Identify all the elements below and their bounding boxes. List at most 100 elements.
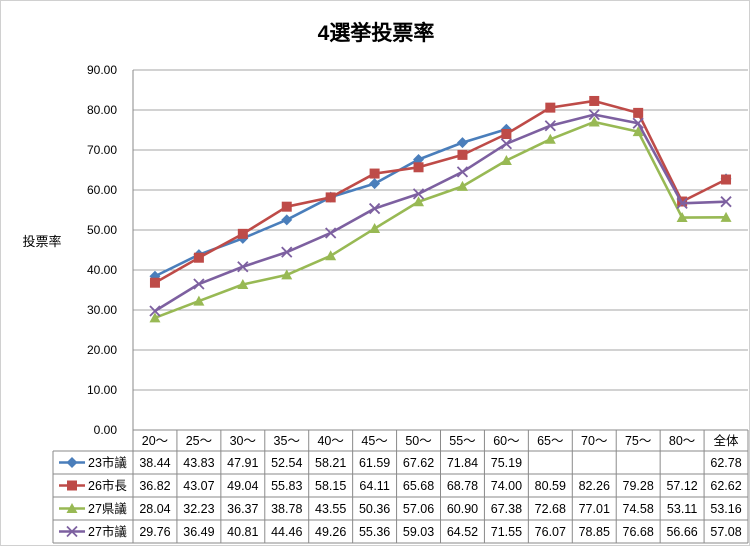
- y-tick-label: 20.00: [87, 343, 117, 357]
- data-point-stroke: [588, 108, 600, 121]
- x-tick-label: 70〜: [581, 434, 607, 448]
- y-tick-label: 80.00: [87, 103, 117, 117]
- data-point-stroke: [237, 261, 249, 273]
- data-point: [149, 312, 161, 323]
- series-line: [154, 99, 727, 284]
- data-point: [456, 137, 468, 149]
- table-cell-value: 57.12: [666, 479, 697, 493]
- data-point-stroke: [193, 278, 205, 290]
- data-point: [545, 102, 556, 113]
- table-cell-value: 67.62: [403, 456, 434, 470]
- table-cell-value: 57.06: [403, 502, 434, 516]
- data-point: [237, 228, 248, 239]
- data-point: [149, 305, 161, 317]
- table-cell-value: 28.04: [139, 502, 170, 516]
- data-point-stroke: [456, 166, 469, 178]
- data-point: [676, 212, 688, 223]
- y-axis-label: 投票率: [22, 234, 61, 249]
- table-cell-value: 44.46: [271, 525, 302, 539]
- table-cell-value: 38.78: [271, 502, 302, 516]
- x-tick-label: 30〜: [230, 434, 256, 448]
- data-point: [588, 116, 600, 127]
- table-cell-value: 29.76: [139, 525, 170, 539]
- data-point: [588, 108, 600, 121]
- table-cell-value: 77.01: [579, 502, 610, 516]
- data-point: [412, 188, 425, 200]
- x-tick-label: 55〜: [449, 434, 475, 448]
- table-cell-value: 36.82: [139, 479, 170, 493]
- y-tick-label: 50.00: [87, 223, 117, 237]
- table-cell-value: 55.36: [359, 525, 390, 539]
- table-cell-value: 36.37: [227, 502, 258, 516]
- table-cell-value: 50.36: [359, 502, 390, 516]
- data-point: [149, 277, 160, 288]
- data-point-stroke: [500, 138, 513, 150]
- x-tick-label: 全体: [714, 433, 740, 448]
- series-3: [149, 116, 732, 323]
- table-cell-value: 78.85: [579, 525, 610, 539]
- y-tick-label: 90.00: [87, 63, 117, 77]
- data-point: [676, 197, 688, 209]
- data-point-stroke: [412, 188, 425, 200]
- data-point: [325, 192, 336, 203]
- y-tick-label: 0.00: [94, 423, 118, 437]
- table-cell-value: 56.66: [666, 525, 697, 539]
- table-cell-value: 53.16: [710, 502, 741, 516]
- table-cell-value: 76.68: [623, 525, 654, 539]
- table-cell-value: 72.68: [535, 502, 566, 516]
- legend-label: 23市議: [88, 455, 127, 470]
- series-lines: [149, 95, 732, 323]
- data-point: [457, 149, 468, 160]
- y-tick-label: 40.00: [87, 263, 117, 277]
- table-cell-value: 74.00: [491, 479, 522, 493]
- series-1: [149, 123, 732, 282]
- x-tick-label: 60〜: [493, 434, 519, 448]
- data-point: [413, 154, 425, 166]
- series-4: [149, 108, 732, 317]
- data-point: [456, 166, 469, 178]
- data-point: [633, 107, 644, 118]
- data-point: [368, 202, 381, 215]
- table-cell-value: 71.84: [447, 456, 478, 470]
- table-cell-value: 38.44: [139, 456, 170, 470]
- y-tick-label: 30.00: [87, 303, 117, 317]
- legend-label: 26市長: [88, 478, 127, 493]
- data-point: [544, 120, 556, 132]
- legend-key-marker: [66, 457, 78, 468]
- table-cell-value: 61.59: [359, 456, 390, 470]
- data-point: [456, 180, 468, 191]
- data-point: [721, 174, 732, 185]
- data-point: [369, 178, 381, 190]
- data-point: [193, 278, 205, 290]
- chart-title: 4選挙投票率: [318, 21, 435, 45]
- table-cell-value: 43.83: [183, 456, 214, 470]
- data-point: [369, 223, 381, 234]
- data-point-stroke: [325, 227, 337, 239]
- table-cell-value: 43.55: [315, 502, 346, 516]
- table-cell-value: 58.15: [315, 479, 346, 493]
- data-point: [544, 133, 556, 144]
- table-cell-value: 79.28: [623, 479, 654, 493]
- table-cell-value: 49.04: [227, 479, 258, 493]
- table-cell-value: 62.62: [710, 479, 741, 493]
- x-tick-label: 80〜: [669, 434, 695, 448]
- data-point: [589, 95, 600, 106]
- data-point: [632, 117, 644, 129]
- legend-label: 27県議: [88, 502, 127, 516]
- y-tick-label: 10.00: [87, 383, 117, 397]
- table-cell-value: 74.58: [623, 502, 654, 516]
- series-line: [154, 120, 727, 320]
- data-point: [193, 295, 205, 306]
- x-tick-label: 40〜: [317, 434, 343, 448]
- legend-key-marker: [66, 503, 78, 513]
- data-point: [325, 227, 337, 239]
- legend-key-marker: [67, 480, 77, 491]
- x-tick-label: 35〜: [274, 434, 300, 448]
- data-point: [237, 261, 249, 273]
- data-point: [720, 196, 732, 208]
- table-cell-value: 64.11: [359, 479, 389, 493]
- table-cell-value: 65.68: [403, 479, 434, 493]
- y-axis-ticks: 0.00 10.00 20.00 30.00 40.00 50.00 60.00 70.00 8…: [87, 63, 117, 437]
- data-point: [500, 154, 512, 165]
